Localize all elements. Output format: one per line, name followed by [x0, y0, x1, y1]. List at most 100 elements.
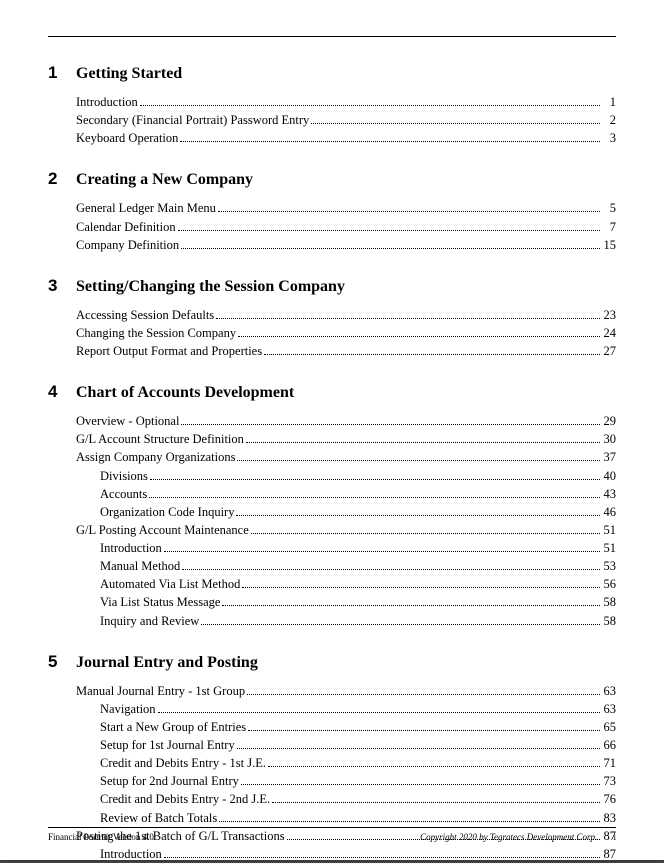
toc-entry-label: Overview - Optional	[76, 412, 179, 430]
toc-entry-page: 87	[602, 845, 616, 863]
toc-entry: Secondary (Financial Portrait) Password …	[76, 111, 616, 129]
toc-leader-dots	[158, 712, 600, 713]
toc-entry: Organization Code Inquiry 46	[76, 503, 616, 521]
toc-entry-page: 58	[602, 612, 616, 630]
toc-entry: Assign Company Organizations37	[76, 448, 616, 466]
toc-entry-page: 46	[602, 503, 616, 521]
toc-leader-dots	[311, 123, 600, 124]
toc-entry-page: 2	[602, 111, 616, 129]
toc-section: 3Setting/Changing the Session Company Acc…	[48, 276, 616, 360]
toc-entry-page: 63	[602, 682, 616, 700]
toc-entry-label: G/L Account Structure Definition	[76, 430, 244, 448]
toc-entry-label: Assign Company Organizations	[76, 448, 235, 466]
footer-copyright: Copyright 2020 by Tegratecs Development …	[420, 832, 597, 842]
toc-entry-label: Keyboard Operation	[76, 129, 178, 147]
section-title: Creating a New Company	[76, 171, 253, 189]
toc-entry-label: Organization Code Inquiry	[100, 503, 234, 521]
toc-entry: Credit and Debits Entry - 1st J.E.71	[76, 754, 616, 772]
toc-entry-label: Calendar Definition	[76, 218, 176, 236]
toc-entry-label: Divisions	[100, 467, 148, 485]
toc-leader-dots	[268, 766, 600, 767]
toc-entry: Introduction87	[76, 845, 616, 863]
toc-entry: Introduction51	[76, 539, 616, 557]
section-entries: General Ledger Main Menu5Calendar Defini…	[76, 199, 616, 253]
toc-entry-label: Navigation	[100, 700, 156, 718]
toc-section: 1Getting StartedIntroduction1Secondary (…	[48, 63, 616, 147]
toc-entry: Start a New Group of Entries 65	[76, 718, 616, 736]
section-number: 1	[48, 63, 76, 83]
toc-leader-dots	[247, 694, 600, 695]
toc-entry: Report Output Format and Properties27	[76, 342, 616, 360]
toc-entry-label: Setup for 1st Journal Entry	[100, 736, 235, 754]
toc-entry-page: 65	[602, 718, 616, 736]
section-header: 5Journal Entry and Posting	[48, 652, 616, 672]
section-entries: Overview - Optional29G/L Account Structu…	[76, 412, 616, 630]
section-number: 2	[48, 169, 76, 189]
toc-entry: Accessing Session Defaults23	[76, 306, 616, 324]
toc-leader-dots	[178, 230, 600, 231]
toc-leader-dots	[264, 354, 600, 355]
toc-leader-dots	[238, 336, 600, 337]
toc-entry: Inquiry and Review 58	[76, 612, 616, 630]
toc-entry-page: 43	[602, 485, 616, 503]
toc-entry-page: 40	[602, 467, 616, 485]
toc-entry-label: Inquiry and Review	[100, 612, 199, 630]
toc-entry: Changing the Session Company 24	[76, 324, 616, 342]
toc-leader-dots	[182, 569, 600, 570]
section-header: 4Chart of Accounts Development	[48, 382, 616, 402]
section-title: Getting Started	[76, 65, 182, 83]
toc-leader-dots	[164, 551, 600, 552]
toc-entry-page: 24	[602, 324, 616, 342]
footer-page-number: i	[613, 832, 616, 842]
toc-entry: G/L Account Structure Definition30	[76, 430, 616, 448]
toc-entry: Overview - Optional29	[76, 412, 616, 430]
table-of-contents: 1Getting StartedIntroduction1Secondary (…	[48, 63, 616, 863]
toc-entry-label: Credit and Debits Entry - 2nd J.E.	[100, 790, 270, 808]
toc-entry-label: Start a New Group of Entries	[100, 718, 246, 736]
toc-leader-dots	[272, 802, 600, 803]
section-title: Setting/Changing the Session Company	[76, 278, 345, 296]
toc-entry: General Ledger Main Menu5	[76, 199, 616, 217]
toc-entry: Automated Via List Method56	[76, 575, 616, 593]
toc-entry-page: 58	[602, 593, 616, 611]
toc-entry-page: 83	[602, 809, 616, 827]
toc-leader-dots	[164, 857, 600, 858]
top-rule	[48, 36, 616, 37]
toc-section: 4Chart of Accounts Development Overview -…	[48, 382, 616, 630]
footer-left: Financial Portrait Version 4.0	[48, 832, 154, 842]
section-entries: Introduction1Secondary (Financial Portra…	[76, 93, 616, 147]
toc-entry-page: 53	[602, 557, 616, 575]
toc-entry: Divisions 40	[76, 467, 616, 485]
section-number: 3	[48, 276, 76, 296]
toc-leader-dots	[181, 424, 600, 425]
toc-entry-label: Manual Journal Entry - 1st Group	[76, 682, 245, 700]
toc-entry: Review of Batch Totals 83	[76, 809, 616, 827]
toc-leader-dots	[218, 211, 600, 212]
section-header: 2Creating a New Company	[48, 169, 616, 189]
toc-leader-dots	[180, 141, 600, 142]
toc-entry: Via List Status Message58	[76, 593, 616, 611]
toc-entry-page: 1	[602, 93, 616, 111]
toc-entry-page: 63	[602, 700, 616, 718]
toc-entry-page: 3	[602, 129, 616, 147]
toc-entry: G/L Posting Account Maintenance51	[76, 521, 616, 539]
document-page: 1Getting StartedIntroduction1Secondary (…	[0, 0, 664, 860]
toc-entry-page: 66	[602, 736, 616, 754]
toc-entry-label: General Ledger Main Menu	[76, 199, 216, 217]
toc-leader-dots	[251, 533, 600, 534]
toc-entry-page: 23	[602, 306, 616, 324]
toc-entry-label: Changing the Session Company	[76, 324, 236, 342]
toc-leader-dots	[149, 497, 600, 498]
toc-entry-page: 15	[602, 236, 616, 254]
toc-entry-page: 27	[602, 342, 616, 360]
toc-entry-label: Accounts	[100, 485, 147, 503]
page-footer: Financial Portrait Version 4.0 Copyright…	[48, 827, 616, 842]
toc-entry-label: G/L Posting Account Maintenance	[76, 521, 249, 539]
toc-leader-dots	[248, 730, 600, 731]
toc-entry: Company Definition15	[76, 236, 616, 254]
toc-entry: Keyboard Operation 3	[76, 129, 616, 147]
section-title: Journal Entry and Posting	[76, 654, 258, 672]
toc-entry-page: 71	[602, 754, 616, 772]
toc-leader-dots	[236, 515, 600, 516]
toc-entry-label: Review of Batch Totals	[100, 809, 217, 827]
